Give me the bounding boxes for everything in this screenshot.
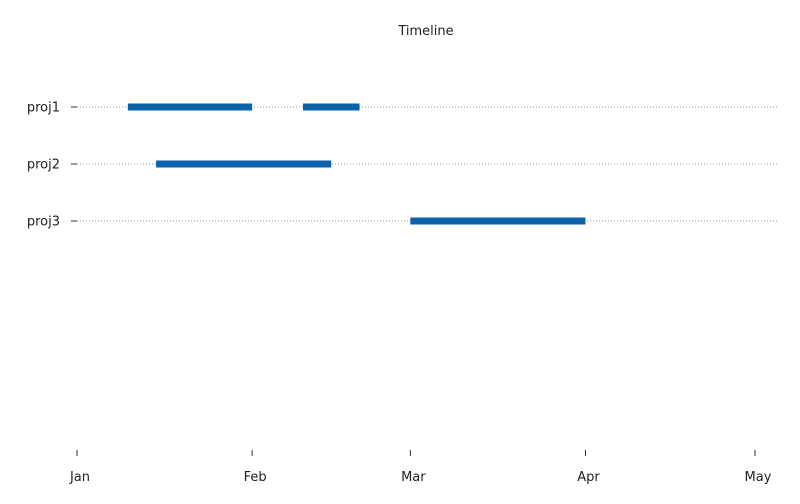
bar-proj2-1 <box>156 160 332 168</box>
y-axis: proj1 proj2 proj3 <box>27 101 77 230</box>
x-tick-label-may: May <box>745 470 772 485</box>
x-tick-label-jan: Jan <box>69 470 90 485</box>
timeline-bars <box>127 103 586 225</box>
x-tick-label-mar: Mar <box>401 470 426 485</box>
y-tick-label-proj3: proj3 <box>27 215 60 230</box>
chart-title: Timeline <box>397 24 453 39</box>
y-tick-label-proj1: proj1 <box>27 101 60 116</box>
y-tick-label-proj2: proj2 <box>27 158 60 173</box>
x-axis: Jan Feb Mar Apr May <box>69 450 772 485</box>
x-tick-label-feb: Feb <box>244 470 267 485</box>
bar-proj3-1 <box>410 217 586 225</box>
x-tick-label-apr: Apr <box>577 470 600 485</box>
bar-proj1-1 <box>127 103 253 111</box>
bar-proj1-2 <box>303 103 360 111</box>
